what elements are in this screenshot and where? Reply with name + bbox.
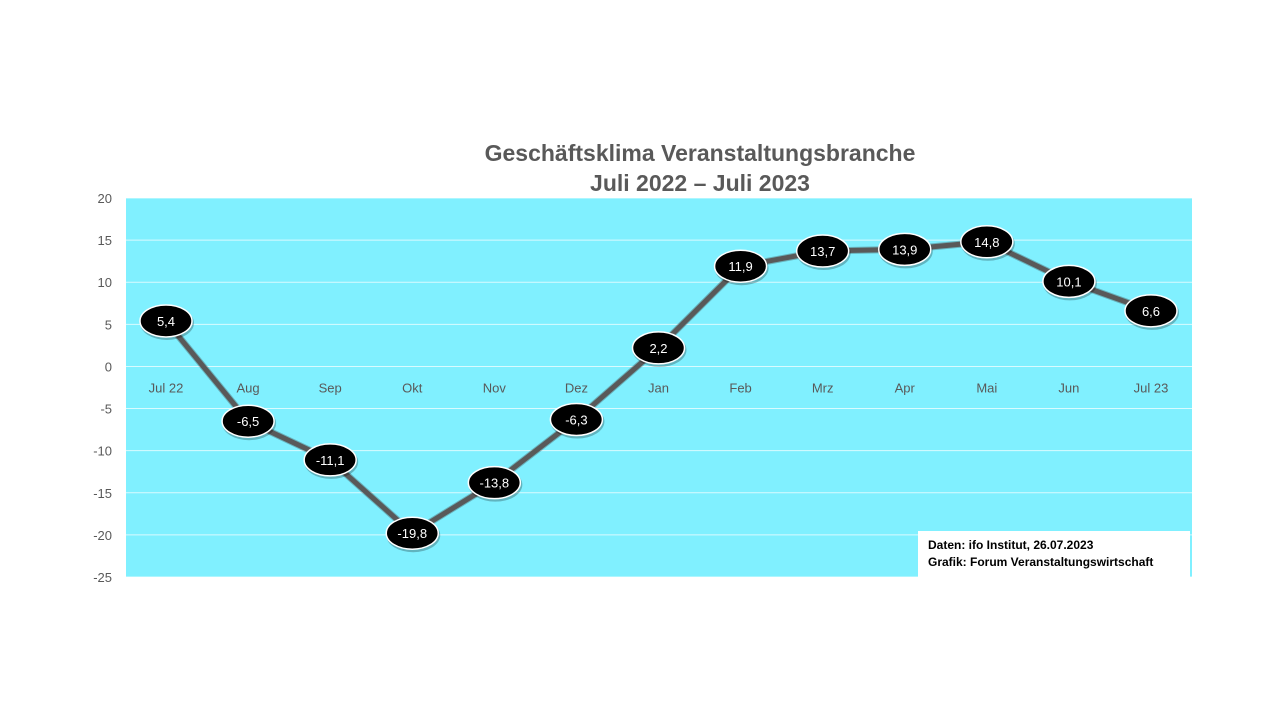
x-tick-label: Dez [565, 380, 588, 395]
source-note: Daten: ifo Institut, 26.07.2023 Grafik: … [918, 531, 1190, 577]
x-tick-label: Nov [483, 380, 507, 395]
data-label: 2,2 [649, 341, 667, 356]
data-point [467, 465, 522, 500]
data-label: 11,9 [728, 259, 752, 274]
data-point [960, 225, 1014, 259]
x-tick-label: Apr [895, 380, 916, 395]
y-tick-label: -25 [93, 570, 112, 585]
y-tick-label: 10 [98, 275, 112, 290]
y-tick-label: 15 [98, 233, 112, 248]
data-label: 6,6 [1142, 304, 1160, 319]
x-tick-label: Jan [648, 380, 669, 395]
data-point [385, 516, 439, 550]
data-label: 5,4 [157, 314, 175, 329]
x-tick-label: Feb [729, 380, 751, 395]
data-point [631, 331, 686, 365]
source-line-data: Daten: ifo Institut, 26.07.2023 [928, 538, 1094, 552]
x-tick-label: Okt [402, 380, 423, 395]
y-tick-label: -10 [93, 444, 112, 459]
data-point [303, 443, 357, 477]
data-label: -6,5 [237, 414, 259, 429]
y-tick-label: -20 [93, 528, 112, 543]
y-tick-label: -15 [93, 486, 112, 501]
data-point [549, 402, 604, 437]
data-label: 13,9 [892, 242, 917, 257]
x-tick-label: Jul 23 [1134, 380, 1169, 395]
x-tick-label: Jun [1058, 380, 1079, 395]
data-point [221, 404, 275, 438]
y-tick-label: 0 [105, 359, 112, 374]
x-tick-label: Sep [319, 380, 342, 395]
data-point [878, 232, 932, 267]
x-tick-label: Mrz [812, 380, 834, 395]
y-tick-label: 5 [105, 317, 112, 332]
y-tick-label: 20 [98, 191, 112, 206]
y-tick-label: -5 [100, 402, 112, 417]
plot-area [126, 198, 1192, 577]
source-line-graphic: Grafik: Forum Veranstaltungswirtschaft [928, 555, 1154, 569]
data-label: -13,8 [480, 476, 510, 491]
data-label: 14,8 [974, 235, 999, 250]
data-label: -19,8 [397, 526, 427, 541]
data-label: 13,7 [810, 244, 835, 259]
data-point [1124, 294, 1178, 328]
data-point [795, 234, 850, 268]
data-point [1042, 264, 1096, 299]
chart-title-line-1: Geschäftsklima Veranstaltungsbranche [484, 140, 916, 166]
x-tick-label: Jul 22 [149, 380, 184, 395]
x-tick-label: Aug [237, 380, 260, 395]
x-tick-label: Mai [976, 380, 997, 395]
data-point [713, 249, 768, 283]
data-point [139, 304, 193, 338]
data-label: 10,1 [1056, 274, 1081, 289]
chart-title-line-2: Juli 2022 – Juli 2023 [590, 170, 810, 196]
chart-title: Geschäftsklima Veranstaltungsbranche Jul… [320, 138, 1080, 198]
data-label: -6,3 [565, 413, 587, 428]
data-label: -11,1 [316, 453, 345, 468]
